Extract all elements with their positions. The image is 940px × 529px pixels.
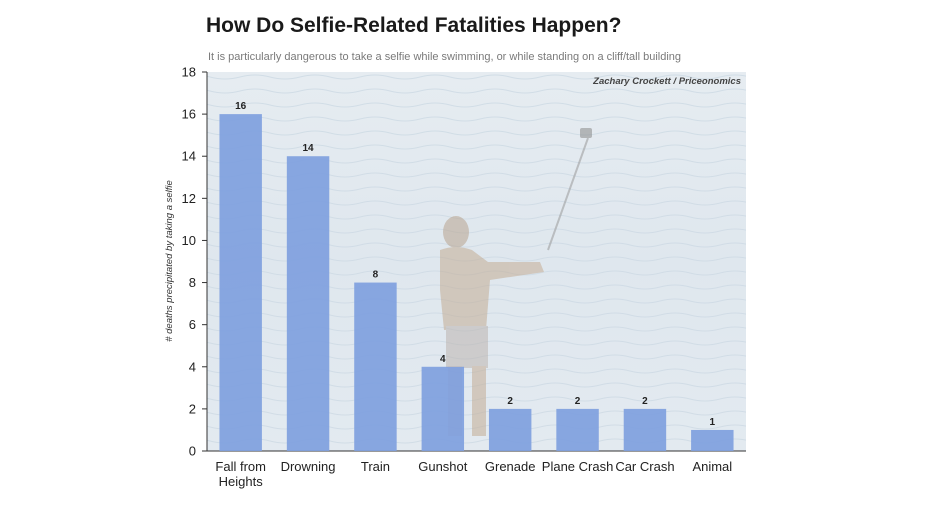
bar	[488, 408, 532, 451]
bar	[623, 408, 667, 451]
y-axis-label: # deaths precipitated by taking a selfie	[164, 180, 175, 342]
bar	[286, 156, 330, 451]
value-label: 16	[235, 101, 247, 112]
value-label: 2	[507, 396, 513, 407]
bar	[354, 282, 397, 451]
bar	[556, 408, 599, 451]
bar	[691, 429, 734, 451]
bar	[219, 114, 262, 451]
category-label: Grenade	[485, 459, 536, 474]
y-tick-label: 6	[189, 317, 196, 332]
bar	[421, 366, 465, 451]
y-tick-label: 14	[182, 149, 196, 164]
y-tick-label: 12	[182, 191, 196, 206]
category-label: Car Crash	[615, 459, 674, 474]
chart-title: How Do Selfie-Related Fatalities Happen?	[206, 14, 622, 37]
value-label: 14	[303, 143, 315, 154]
category-label: Gunshot	[418, 459, 468, 474]
y-tick-label: 10	[182, 233, 196, 248]
bars	[219, 114, 734, 451]
chart-subtitle: It is particularly dangerous to take a s…	[208, 51, 682, 63]
y-tick-label: 16	[182, 107, 196, 122]
y-tick-label: 4	[189, 359, 196, 374]
category-label: Drowning	[281, 459, 336, 474]
y-tick-label: 0	[189, 444, 196, 459]
value-label: 2	[642, 396, 648, 407]
category-label: Plane Crash	[542, 459, 614, 474]
credit-label: Zachary Crockett / Priceonomics	[592, 76, 741, 87]
category-label: Train	[361, 459, 390, 474]
y-ticks: 0 2 4 6 8 10 12 14 16 18	[182, 65, 207, 459]
category-label: Fall from	[215, 459, 266, 474]
category-label: Heights	[219, 474, 264, 489]
value-label: 8	[373, 270, 379, 281]
y-tick-label: 8	[189, 275, 196, 290]
y-tick-label: 18	[182, 65, 196, 80]
category-label: Animal	[692, 459, 732, 474]
value-labels: 16 14 8 4 2 2 2 1	[235, 101, 715, 428]
y-tick-label: 2	[189, 401, 196, 416]
value-label: 4	[440, 354, 446, 365]
value-label: 2	[575, 396, 581, 407]
value-label: 1	[710, 417, 716, 428]
